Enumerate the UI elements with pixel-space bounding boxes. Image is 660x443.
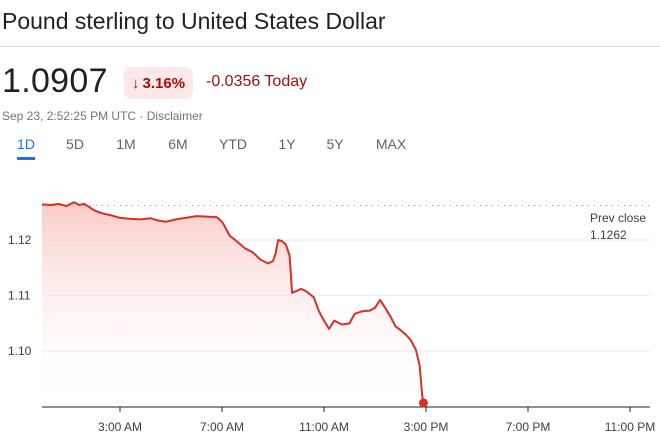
price-line bbox=[41, 201, 425, 404]
price-area-fill bbox=[42, 202, 424, 407]
x-tick-label: 11:00 PM bbox=[605, 420, 655, 434]
tab-5y[interactable]: 5Y bbox=[326, 136, 344, 152]
tab-5d[interactable]: 5D bbox=[66, 136, 84, 152]
tab-ytd[interactable]: YTD bbox=[219, 136, 247, 152]
current-price-dot bbox=[418, 398, 428, 408]
page-title: Pound sterling to United States Dollar bbox=[2, 8, 386, 34]
y-tick-label: 1.12 bbox=[8, 233, 32, 247]
change-absolute: -0.0356 Today bbox=[206, 73, 308, 90]
current-price: 1.0907 bbox=[2, 62, 108, 100]
y-tick-label: 1.11 bbox=[8, 289, 31, 303]
change-percent-badge: ↓ 3.16% bbox=[124, 67, 194, 99]
tab-6m[interactable]: 6M bbox=[168, 136, 188, 152]
x-tick-label: 3:00 AM bbox=[98, 420, 142, 434]
tab-1d[interactable]: 1D bbox=[17, 136, 35, 160]
x-tick-label: 3:00 PM bbox=[404, 420, 449, 434]
arrow-down-icon: ↓ bbox=[132, 74, 140, 92]
prev-close-value: 1.1262 bbox=[590, 228, 627, 242]
tab-max[interactable]: MAX bbox=[375, 136, 407, 152]
prev-close-label: Prev close bbox=[590, 211, 646, 225]
x-tick-label: 11:00 AM bbox=[299, 420, 349, 434]
change-percent-value: 3.16% bbox=[142, 74, 186, 92]
header-divider bbox=[0, 46, 660, 47]
tab-1y[interactable]: 1Y bbox=[278, 136, 296, 152]
x-tick-label: 7:00 PM bbox=[506, 420, 551, 434]
y-tick-label: 1.10 bbox=[8, 344, 32, 358]
timestamp-disclaimer[interactable]: Sep 23, 2:52:25 PM UTC · Disclaimer bbox=[2, 109, 203, 123]
tab-1m[interactable]: 1M bbox=[116, 136, 136, 152]
x-tick-label: 7:00 AM bbox=[200, 420, 244, 434]
